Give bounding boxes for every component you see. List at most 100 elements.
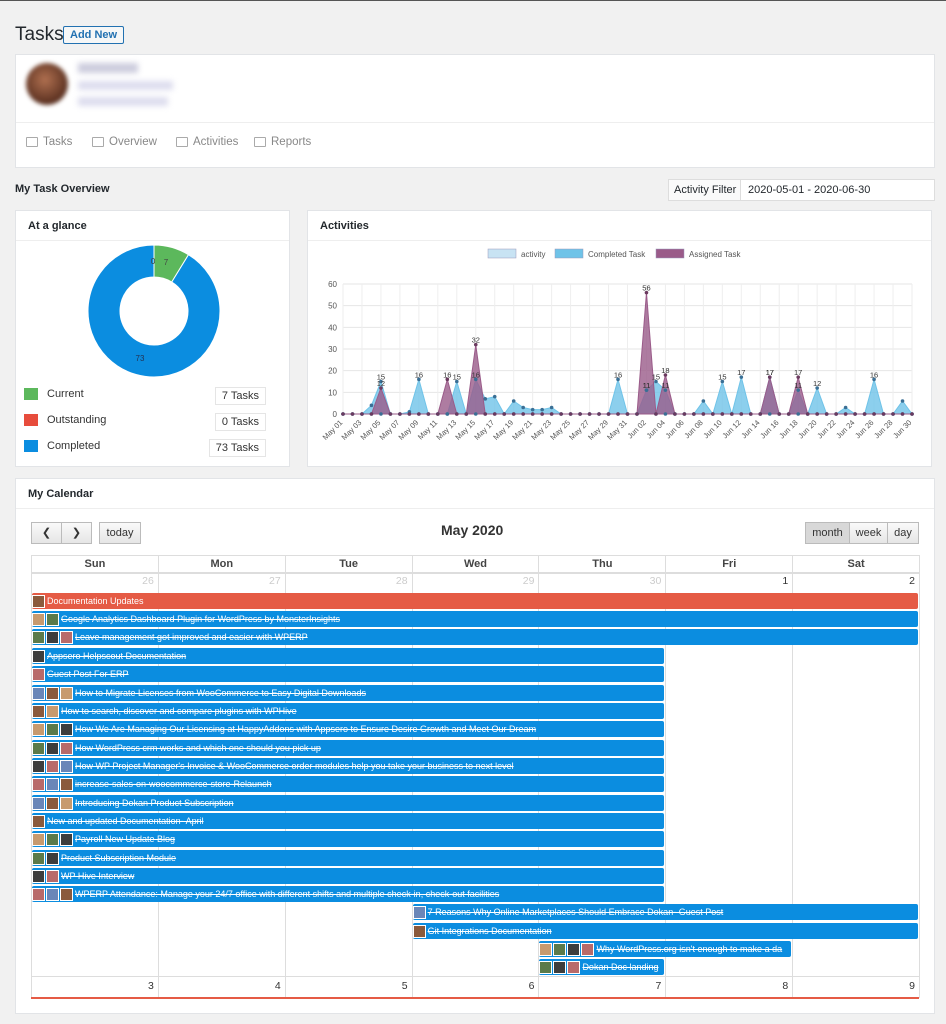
data-point (910, 412, 914, 416)
date-number[interactable]: 30 (649, 575, 662, 587)
date-number[interactable]: 26 (142, 575, 154, 587)
next-month-button[interactable]: ❯ (61, 522, 92, 544)
data-label: 15 (718, 373, 726, 382)
x-tick-label: Jun 14 (739, 418, 761, 440)
y-tick-label: 20 (328, 367, 337, 376)
at-a-glance-title: At a glance (16, 211, 289, 241)
y-tick-label: 10 (328, 388, 337, 397)
calendar-event[interactable]: Introducing Dokan Product Subscription (32, 795, 665, 811)
date-number[interactable]: 5 (401, 980, 408, 992)
date-number[interactable]: 29 (522, 575, 535, 587)
calendar-event[interactable]: Payroll New Update Blog (32, 831, 665, 847)
date-number[interactable]: 6 (528, 980, 535, 992)
calendar-event[interactable]: WP Hive Interview (32, 868, 665, 884)
data-point (473, 342, 478, 347)
x-tick-label: Jun 12 (720, 418, 742, 440)
data-label: 11 (794, 381, 802, 390)
date-number[interactable]: 4 (274, 980, 281, 992)
calendar-event[interactable]: How to search, discover and compare plug… (32, 703, 665, 719)
data-point (455, 412, 459, 416)
page-title: Tasks (15, 24, 64, 45)
event-avatar (567, 942, 581, 956)
date-number[interactable]: 3 (148, 980, 154, 992)
calendar-event[interactable]: Guest Post For ERP (32, 666, 665, 682)
data-point (379, 386, 383, 390)
data-point (445, 412, 450, 416)
calendar-event[interactable]: Leave management got improved and easier… (32, 629, 919, 645)
date-number[interactable]: 7 (655, 980, 662, 992)
data-point (407, 412, 412, 416)
nav-tasks[interactable]: Tasks (26, 136, 72, 148)
x-tick-label: Jun 24 (834, 418, 856, 440)
donut-label-outstanding: 0 (151, 257, 156, 266)
calendar-event[interactable]: Git Integrations Documentation (412, 923, 919, 939)
nav-reports[interactable]: Reports (254, 136, 311, 148)
day-header-fri: Fri (665, 555, 794, 573)
event-avatar (32, 777, 45, 791)
calendar-event[interactable]: How WordPress crm works and which one sh… (32, 740, 665, 756)
nav-activities[interactable]: Activities (176, 136, 238, 148)
view-week-button[interactable]: week (849, 522, 888, 544)
data-point (492, 412, 497, 416)
event-avatar (46, 887, 59, 901)
grid-col-line (919, 573, 921, 998)
calendar-event[interactable]: New and updated Documentation- April (32, 813, 665, 829)
view-day-button[interactable]: day (887, 522, 919, 544)
current-count: 7 Tasks (214, 387, 266, 405)
x-tick-label: May 29 (586, 418, 610, 442)
calendar-event[interactable]: Documentation Updates (32, 593, 919, 609)
data-point (720, 412, 725, 416)
data-point (511, 412, 516, 416)
prev-month-button[interactable]: ❮ (31, 522, 62, 544)
date-number[interactable]: 1 (782, 575, 789, 587)
date-number[interactable]: 28 (395, 575, 408, 587)
calendar-event[interactable]: Dokan Doc landing (539, 959, 665, 975)
activity-filter-input[interactable]: 2020-05-01 - 2020-06-30 (740, 179, 935, 201)
calendar-event[interactable]: How We Are Managing Our Licensing at Hap… (32, 721, 665, 737)
legend-label-1: Completed Task (588, 250, 646, 259)
at-a-glance-panel: At a glance 0 7 73 Current 7 Tasks Outstan… (15, 210, 290, 467)
event-avatar (60, 630, 73, 644)
nav-overview[interactable]: Overview (92, 136, 157, 148)
event-avatar (32, 832, 45, 846)
calendar-event[interactable]: How WP Project Manager's Invoice & WooCo… (32, 758, 665, 774)
legend-label-0: activity (521, 250, 545, 259)
calendar-event[interactable]: WPERP Attendance: Manage your 24/7 offic… (32, 886, 665, 902)
calendar-event[interactable]: How to Migrate Licenses from WooCommerce… (32, 685, 665, 701)
date-number[interactable]: 2 (909, 575, 916, 587)
data-point (720, 379, 725, 384)
event-title: Product Subscription Module (61, 853, 177, 863)
donut-label-completed: 73 (136, 354, 145, 363)
data-point (616, 377, 620, 382)
calendar-event[interactable]: 7 Reasons Why Online Marketplaces Should… (412, 904, 919, 920)
event-title: 7 Reasons Why Online Marketplaces Should… (427, 907, 724, 917)
data-point (635, 412, 639, 416)
data-point (843, 405, 848, 410)
data-point (417, 377, 421, 382)
calendar-event[interactable]: Appsero Helpscout Documentation (32, 648, 665, 664)
date-number[interactable]: 9 (909, 980, 916, 992)
data-point (350, 412, 355, 416)
today-button[interactable]: today (99, 522, 141, 544)
event-avatar (46, 612, 59, 626)
calendar-event[interactable]: Why WordPress.org isn't enough to make a… (539, 941, 792, 957)
overview-title: My Task Overview (15, 183, 110, 195)
date-number[interactable]: 27 (269, 575, 281, 587)
x-tick-label: May 23 (529, 418, 553, 442)
calendar-event[interactable]: Product Subscription Module (32, 850, 665, 866)
add-new-button[interactable]: Add New (63, 26, 125, 44)
x-tick-label: May 25 (548, 418, 572, 442)
data-point (796, 388, 800, 392)
data-point (644, 290, 649, 295)
event-avatar (412, 905, 426, 919)
view-month-button[interactable]: month (805, 522, 850, 544)
completed-swatch (24, 440, 38, 452)
calendar-event[interactable]: increase-sales-on-woocommerce-store-Rela… (32, 776, 665, 792)
date-number[interactable]: 8 (782, 980, 789, 992)
event-avatar (32, 741, 45, 755)
data-point (492, 394, 497, 399)
data-point (369, 412, 374, 416)
calendar-event[interactable]: Google Analytics Dashboard Plugin for Wo… (32, 611, 919, 627)
day-header-tue: Tue (284, 555, 413, 573)
data-label: 17 (794, 368, 802, 377)
